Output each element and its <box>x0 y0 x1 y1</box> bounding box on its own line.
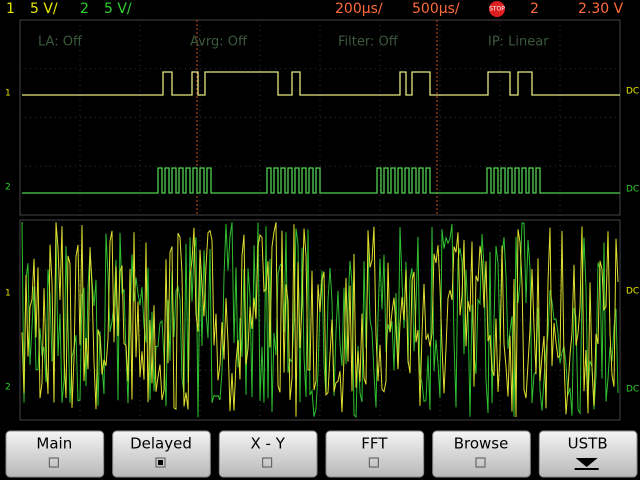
ip-status: IP: Linear <box>488 35 549 50</box>
stop-icon <box>489 1 505 17</box>
softkey-label: X - Y <box>250 435 285 453</box>
ch2-scale: 5 V/ <box>104 1 132 17</box>
trigger-level: 2.30 V <box>578 1 624 17</box>
underline <box>574 468 599 470</box>
checkbox <box>48 457 59 468</box>
ch1-trace <box>22 71 620 96</box>
softkey-label: USTB <box>568 435 608 453</box>
ch2-marker-lower: 2 <box>5 383 11 393</box>
run-state: STOP <box>489 6 505 13</box>
trigger-source: 2 <box>530 1 539 17</box>
softkey-label: FFT <box>361 435 388 453</box>
more-arrow <box>575 458 598 467</box>
delay: 500µs/ <box>412 1 460 17</box>
ch2-marker: 2 <box>5 183 11 193</box>
checkbox <box>155 457 166 468</box>
waveforms <box>21 71 620 418</box>
ch1-noise <box>21 222 619 418</box>
time-base: 200µs/ <box>335 1 383 17</box>
filter-status: Filter: Off <box>338 35 399 50</box>
ch1-marker-lower: 1 <box>5 289 11 299</box>
ch1-marker: 1 <box>5 89 11 99</box>
ch2-trace <box>22 167 620 194</box>
softkey[interactable] <box>5 430 105 478</box>
coupling-marker: DC <box>626 87 639 97</box>
softkey[interactable] <box>218 430 318 478</box>
coupling-marker: DC <box>626 287 639 297</box>
coupling-marker: DC <box>626 185 639 195</box>
checkbox <box>475 457 486 468</box>
softkeys: Main Delayed X - Y FFT Browse USTB <box>5 430 638 478</box>
softkey[interactable] <box>112 430 211 478</box>
la-status: LA: Off <box>38 35 83 50</box>
ch1-label: 1 <box>6 1 15 17</box>
checkbox-fill <box>158 460 163 465</box>
softkey-label: Main <box>36 435 72 453</box>
softkey-label: Delayed <box>130 435 192 453</box>
softkey[interactable] <box>325 430 425 478</box>
checkbox <box>262 457 273 468</box>
checkbox <box>368 457 379 468</box>
softkey[interactable] <box>432 430 531 478</box>
ch2-label: 2 <box>80 1 89 17</box>
softkey[interactable] <box>538 430 638 478</box>
coupling-marker: DC <box>626 385 639 395</box>
softkey-label: Browse <box>454 435 509 453</box>
avrg-status: Avrg: Off <box>190 35 248 50</box>
ch1-scale: 5 V/ <box>30 1 58 17</box>
